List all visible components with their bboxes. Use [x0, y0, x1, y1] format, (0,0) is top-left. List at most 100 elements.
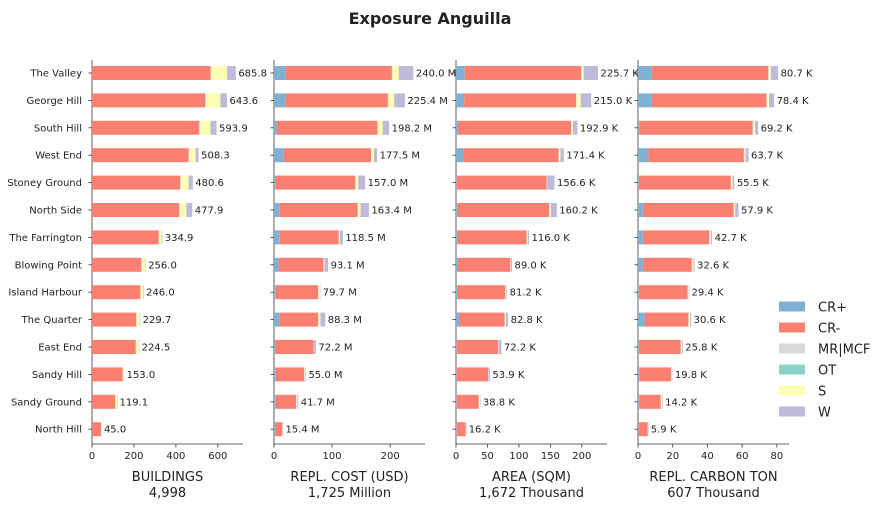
bar-segment-cr- [275, 175, 356, 190]
category-label: Sandy Ground [11, 397, 82, 408]
bar-total-label: 480.6 [195, 178, 224, 189]
x-tick-label: 100 [323, 451, 342, 462]
bar-segment-w [693, 257, 695, 272]
bar-segment-w [745, 148, 749, 163]
bar-segment-mr-mcf [296, 394, 297, 409]
bar-segment-cr- [638, 312, 645, 327]
bar-segment-w [547, 175, 555, 190]
bar-segment-cr- [638, 340, 639, 354]
bar-segment-cr- [456, 367, 489, 382]
bar-segment-w [710, 230, 713, 245]
bar-segment-mr-mcf [387, 93, 389, 108]
bar-segment-mr-mcf [526, 230, 528, 245]
bar-segment-cr- [651, 66, 769, 80]
bar-segment-cr- [638, 120, 640, 135]
bar-segment-mr-mcf [505, 285, 506, 300]
x-tick-label: 100 [509, 451, 528, 462]
bar-total-label: 246.0 [146, 288, 175, 299]
bar-segment-cr- [638, 367, 640, 382]
bar-segment-s [358, 203, 361, 217]
x-axis-label: BUILDINGS [132, 470, 203, 485]
bar-segment-cr- [274, 422, 276, 437]
bar-segment-mr-mcf [488, 367, 489, 382]
legend-label: MR|MCF [818, 343, 870, 358]
bar-segment-mr-mcf [680, 340, 682, 354]
bar-segment-cr- [456, 285, 458, 300]
bar-total-label: 334.9 [165, 233, 194, 244]
bar-total-label: 72.2 M [318, 343, 352, 354]
x-tick-label: 200 [124, 451, 143, 462]
bar-segment-s [371, 148, 374, 163]
bar-segment-cr- [275, 367, 305, 382]
bar-segment-cr- [639, 394, 661, 409]
category-label: South Hill [34, 123, 82, 134]
bar-total-label: 45.0 [104, 425, 126, 436]
bar-segment-mr-mcf [558, 148, 560, 163]
bar-segment-cr- [456, 312, 460, 327]
bar-segment-w [573, 120, 578, 135]
bar-segment-mr-mcf [370, 148, 372, 163]
bar-segment-mr-mcf [510, 257, 511, 272]
bar-segment-cr- [283, 148, 371, 163]
bar-segment-w [580, 93, 592, 108]
bar-segment-mr-mcf [730, 175, 732, 190]
category-label: Island Harbour [8, 288, 82, 299]
bar-segment-cr- [639, 367, 671, 382]
bar-segment-w [648, 422, 649, 437]
bar-segment-cr- [92, 230, 159, 245]
bar-segment-w [688, 285, 690, 300]
bar-segment-mr-mcf [313, 340, 315, 354]
x-tick-label: 0 [635, 451, 641, 462]
x-tick-label: 60 [736, 451, 749, 462]
bar-total-label: 25.8 K [685, 343, 717, 354]
bar-segment-cr- [92, 203, 180, 217]
bar-total-label: 256.0 [148, 260, 177, 271]
bar-total-label: 119.1 [119, 397, 148, 408]
bar-total-label: 38.8 K [483, 397, 515, 408]
bar-segment-w [735, 203, 739, 217]
bar-segment-cr- [92, 175, 181, 190]
bar-segment-mr-mcf [691, 257, 693, 272]
bar-segment-cr- [92, 285, 141, 300]
bar-segment-cr- [651, 93, 767, 108]
bar-segment-w [506, 285, 508, 300]
bar-segment-cr- [638, 257, 644, 272]
bar-segment-s [571, 120, 574, 135]
bar-segment-cr- [274, 148, 284, 163]
bar-total-label: 53.9 K [492, 370, 524, 381]
bar-segment-cr- [456, 394, 457, 409]
bar-segment-w [314, 340, 316, 354]
bar-segment-cr- [456, 203, 458, 217]
bar-segment-w [319, 285, 321, 300]
bar-segment-mr-mcf [282, 422, 283, 437]
bar-segment-s [689, 312, 691, 327]
bar-segment-s [527, 230, 528, 245]
bar-segment-s [671, 367, 672, 382]
x-tick-label: 0 [453, 451, 459, 462]
bar-segment-w [732, 175, 735, 190]
bar-segment-cr- [456, 175, 547, 190]
bar-segment-mr-mcf [101, 422, 102, 437]
category-label: Blowing Point [15, 260, 82, 271]
bar-total-label: 72.2 K [504, 343, 536, 354]
bar-segment-w [358, 175, 366, 190]
bar-segment-w [398, 66, 414, 80]
bar-segment-cr- [643, 203, 734, 217]
bar-total-label: 160.2 K [559, 206, 598, 217]
bar-segment-cr- [275, 394, 297, 409]
bar-segment-w [510, 257, 512, 272]
bar-segment-cr- [638, 93, 652, 108]
bar-segment-mr-mcf [391, 66, 393, 80]
bar-total-label: 93.1 M [331, 260, 365, 271]
bar-segment-mr-mcf [549, 203, 550, 217]
bar-segment-mr-mcf [546, 175, 548, 190]
x-tick-label: 0 [89, 451, 95, 462]
bar-segment-s [681, 340, 682, 354]
bar-segment-mr-mcf [205, 93, 207, 108]
bar-total-label: 29.4 K [692, 288, 724, 299]
bar-segment-s [123, 367, 125, 382]
bar-segment-w [551, 203, 557, 217]
bar-segment-cr- [275, 422, 283, 437]
bar-segment-w [373, 148, 378, 163]
bar-segment-cr- [456, 422, 457, 437]
